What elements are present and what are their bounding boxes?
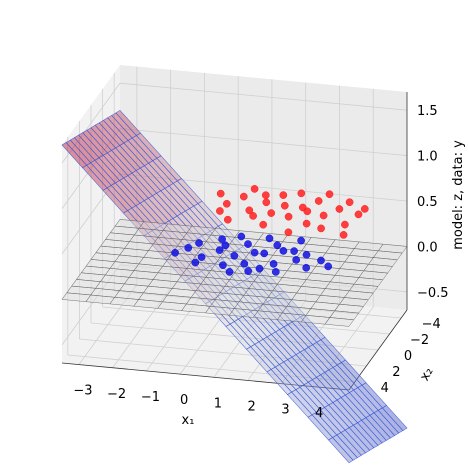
- data-point-positive: [280, 201, 289, 210]
- z-tick-label: 0.5: [417, 195, 438, 210]
- model-surface-patch: [328, 437, 354, 464]
- data-point-positive: [297, 189, 306, 198]
- z-tick-label: −0.5: [417, 286, 449, 301]
- data-point-positive: [319, 211, 328, 220]
- grid-line-z-left: [61, 82, 121, 164]
- data-point-positive: [223, 215, 232, 224]
- x-axis-line: [61, 362, 350, 391]
- data-point-negative: [297, 236, 305, 245]
- data-point-negative: [324, 262, 333, 271]
- x-tick-label: 4: [315, 406, 323, 421]
- data-point-positive: [249, 212, 257, 220]
- data-point-positive: [302, 219, 311, 228]
- x-tick-label: 3: [281, 403, 289, 418]
- x-tick-label: −1: [141, 390, 160, 405]
- data-point-positive: [259, 220, 268, 229]
- data-point-negative: [260, 249, 269, 258]
- z-tick-label: 0.0: [417, 240, 438, 255]
- data-point-positive: [284, 228, 293, 237]
- x-axis-label: x₁: [182, 413, 195, 428]
- data-point-positive: [261, 191, 270, 200]
- grid-line-z-left: [61, 264, 121, 346]
- data-point-negative: [191, 258, 200, 267]
- data-point-negative: [250, 248, 259, 257]
- grid-line-y-floor: [79, 338, 367, 367]
- data-point-positive: [360, 205, 369, 213]
- data-point-negative: [302, 263, 311, 272]
- y-tick-label: −4: [422, 317, 441, 332]
- y-tick-label: 2: [392, 365, 400, 380]
- data-point-positive: [335, 205, 344, 213]
- data-point-positive: [216, 189, 225, 198]
- data-point-negative: [292, 256, 301, 264]
- data-point-positive: [239, 192, 248, 201]
- data-point-negative: [265, 234, 274, 243]
- data-point-negative: [225, 268, 234, 276]
- data-point-positive: [345, 198, 354, 207]
- data-point-negative: [237, 232, 246, 241]
- grid-line-y-floor: [114, 290, 402, 319]
- data-point-negative: [317, 256, 325, 265]
- grid-line-z-left: [61, 173, 121, 255]
- data-point-positive: [279, 191, 288, 199]
- grid-line-y-floor: [67, 354, 355, 383]
- data-point-positive: [325, 190, 334, 199]
- data-point-negative: [230, 251, 239, 260]
- data-point-positive: [341, 220, 349, 229]
- data-point-negative: [273, 241, 282, 250]
- data-point-negative: [290, 247, 298, 255]
- data-point-positive: [250, 185, 259, 193]
- data-point-negative: [244, 240, 252, 248]
- grid-line-z-back: [119, 82, 408, 111]
- data-point-positive: [317, 224, 325, 233]
- data-point-negative: [219, 261, 227, 270]
- data-point-positive: [284, 212, 293, 221]
- y-axis-label: x₂: [417, 365, 436, 383]
- data-point-negative: [302, 250, 311, 259]
- data-point-negative: [271, 268, 280, 276]
- data-point-negative: [184, 244, 193, 252]
- scatter-points: [171, 185, 369, 276]
- zero-plane-patch: [324, 317, 355, 327]
- x-tick-label: 1: [214, 396, 222, 411]
- y-tick-label: −2: [410, 333, 429, 348]
- data-point-negative: [255, 264, 264, 273]
- data-point-negative: [215, 246, 224, 254]
- data-point-positive: [314, 197, 323, 205]
- y-tick-label: 4: [381, 381, 389, 396]
- data-point-positive: [354, 210, 363, 219]
- data-point-negative: [218, 235, 226, 243]
- data-point-negative: [171, 248, 179, 257]
- data-point-positive: [339, 231, 348, 239]
- z-axis-label: model: z, data: y: [451, 140, 466, 250]
- x-tick-label: 0: [180, 393, 188, 408]
- data-point-positive: [222, 199, 231, 208]
- data-point-positive: [245, 206, 254, 215]
- data-point-negative: [240, 259, 249, 268]
- grid-line-z-back: [119, 264, 408, 293]
- data-point-negative: [197, 253, 206, 261]
- data-point-negative: [269, 260, 278, 268]
- z-tick-label: 1.5: [417, 104, 438, 119]
- data-point-negative: [279, 247, 288, 255]
- grid-line-y-floor: [90, 322, 379, 351]
- x-tick-label: 2: [248, 400, 256, 415]
- data-point-negative: [244, 267, 253, 275]
- data-point-negative: [221, 241, 230, 250]
- data-point-positive: [267, 209, 276, 217]
- data-point-negative: [195, 239, 203, 247]
- x-tick-label: −3: [73, 384, 92, 399]
- y-tick-label: 0: [404, 349, 412, 364]
- grid-line-z-back: [119, 128, 408, 156]
- x-tick-label: −2: [107, 387, 126, 402]
- y-axis-line: [348, 309, 408, 391]
- data-point-positive: [303, 207, 312, 216]
- z-tick-label: 1.0: [417, 150, 438, 165]
- data-point-positive: [262, 198, 271, 207]
- grid-line-z-back: [119, 173, 408, 202]
- data-point-positive: [216, 207, 224, 215]
- zero-plane-surface: [61, 219, 408, 327]
